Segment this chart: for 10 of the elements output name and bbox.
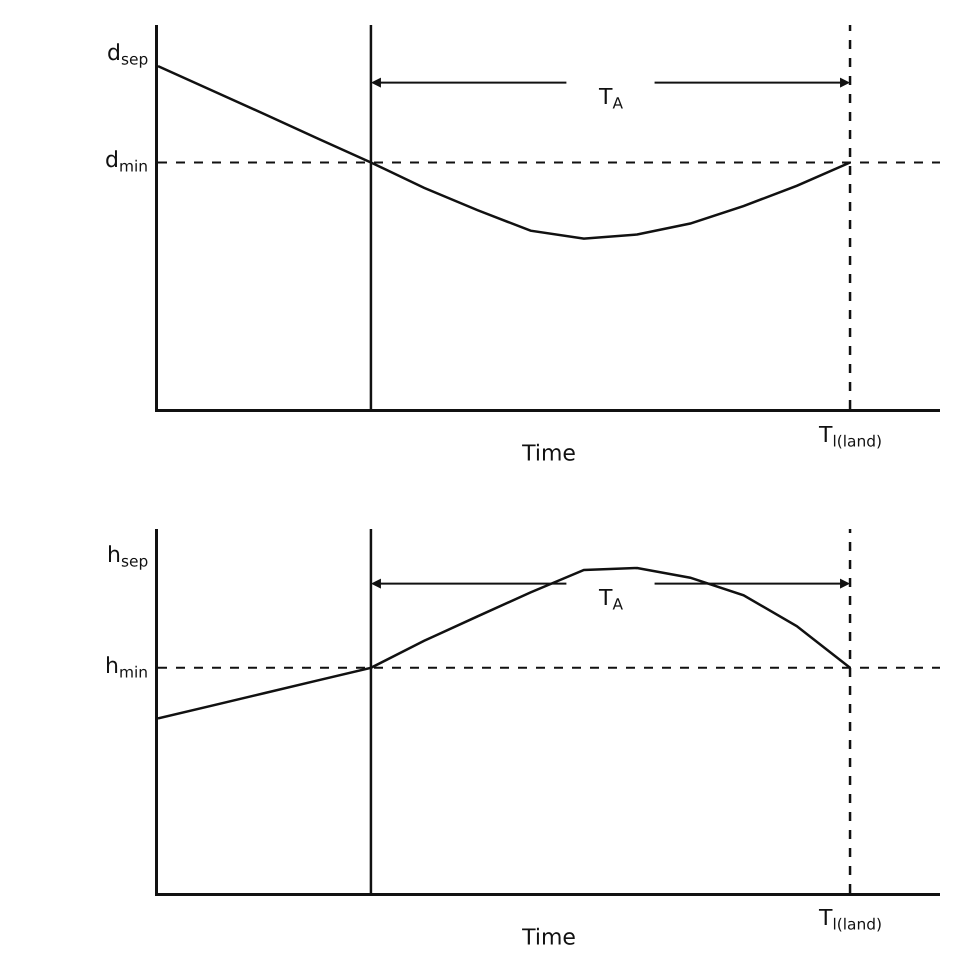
y-axis-title: h$_{sep}$ [107,543,148,571]
y-axis-title: d$_{sep}$ [107,41,148,69]
annotation: T$_{A}$ [598,586,624,614]
text: T$_{l(land)}$ [818,423,882,451]
x-axis-title: Time [521,925,576,950]
ref-line-label: h$_{min}$ [105,654,148,682]
ref-line-label: d$_{min}$ [105,148,148,176]
x-axis-title: Time [521,441,576,466]
text: T$_{l(land)}$ [818,906,882,934]
annotation: T$_{A}$ [598,85,624,113]
